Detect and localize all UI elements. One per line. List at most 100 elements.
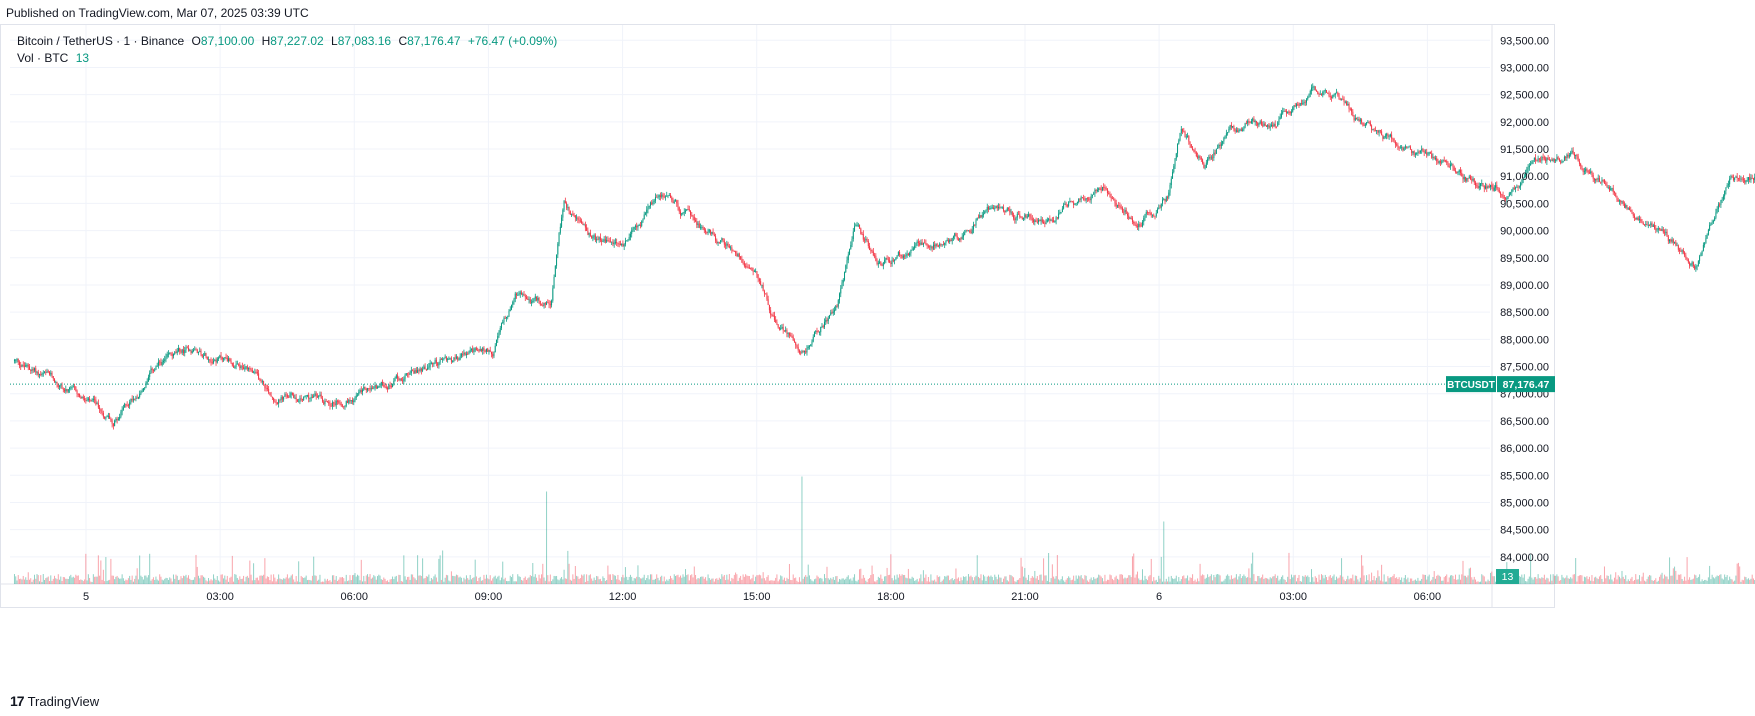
volume-bar bbox=[1520, 576, 1522, 584]
candle-body bbox=[511, 304, 513, 310]
volume-bar bbox=[614, 575, 616, 584]
volume-bar bbox=[881, 578, 883, 584]
candle-body bbox=[137, 397, 139, 399]
candle-body bbox=[495, 339, 497, 346]
candle-body bbox=[708, 229, 710, 232]
candle-body bbox=[561, 217, 563, 227]
candle-body bbox=[303, 396, 305, 400]
volume-bar bbox=[1155, 579, 1157, 584]
candle-body bbox=[989, 208, 991, 210]
candle-body bbox=[1588, 172, 1590, 174]
volume-bar bbox=[675, 575, 677, 584]
candle-body bbox=[1245, 123, 1247, 124]
volume-bar bbox=[1278, 580, 1280, 584]
candle-body bbox=[1333, 94, 1335, 96]
candle-body bbox=[1575, 154, 1577, 156]
candle-body bbox=[1272, 124, 1274, 127]
volume-bar bbox=[1326, 577, 1328, 584]
volume-bar bbox=[81, 579, 83, 584]
volume-bar bbox=[281, 579, 283, 584]
volume-bar bbox=[52, 578, 54, 584]
volume-bar bbox=[414, 578, 416, 584]
candle-body bbox=[1279, 117, 1281, 120]
candle-body bbox=[260, 379, 262, 382]
candle-body bbox=[1597, 178, 1599, 180]
volume-bar bbox=[124, 580, 126, 584]
candle-body bbox=[1714, 217, 1716, 221]
candle-body bbox=[553, 276, 555, 289]
volume-bar bbox=[1431, 579, 1433, 584]
candle-body bbox=[627, 239, 629, 241]
candle-body bbox=[1322, 92, 1324, 96]
volume-bar bbox=[1079, 576, 1081, 584]
candle-body bbox=[343, 406, 345, 408]
volume-bar bbox=[1613, 577, 1615, 584]
volume-bar bbox=[338, 579, 340, 584]
candle-body bbox=[576, 217, 578, 219]
candle-body bbox=[61, 385, 63, 389]
volume-bar bbox=[502, 561, 504, 584]
volume-bar bbox=[951, 578, 953, 584]
candle-body bbox=[1394, 141, 1396, 145]
volume-bar bbox=[939, 576, 941, 584]
candle-body bbox=[1311, 87, 1313, 91]
candle-body bbox=[189, 350, 191, 352]
volume-bar bbox=[318, 579, 320, 584]
volume-bar bbox=[1689, 577, 1691, 584]
volume-bar bbox=[395, 575, 397, 584]
volume-bar bbox=[1150, 558, 1152, 584]
candle-body bbox=[1115, 203, 1117, 207]
volume-bar bbox=[279, 578, 281, 584]
volume-bar bbox=[261, 575, 263, 584]
volume-bar bbox=[146, 577, 148, 584]
volume-bar bbox=[1253, 574, 1255, 584]
volume-bar bbox=[1139, 580, 1141, 584]
volume-bar bbox=[576, 575, 578, 584]
volume-bar bbox=[1573, 574, 1575, 584]
candle-body bbox=[1448, 166, 1450, 167]
candle-body bbox=[607, 239, 609, 241]
candle-body bbox=[594, 235, 596, 241]
candle-body bbox=[1516, 186, 1518, 188]
candle-body bbox=[1143, 218, 1145, 222]
volume-bar bbox=[160, 576, 162, 584]
candle-body bbox=[797, 347, 799, 351]
volume-bar bbox=[602, 576, 604, 584]
volume-bar bbox=[380, 579, 382, 584]
candle-body bbox=[1710, 223, 1712, 226]
candle-body bbox=[912, 248, 914, 250]
candle-body bbox=[654, 196, 656, 201]
candle-body bbox=[1709, 225, 1711, 230]
volume-bar bbox=[1124, 577, 1126, 584]
volume-bar bbox=[1168, 576, 1170, 584]
volume-bar bbox=[324, 578, 326, 584]
candle-body bbox=[274, 401, 276, 403]
candle-body bbox=[355, 395, 357, 398]
volume-bar bbox=[929, 581, 931, 584]
volume-bar bbox=[852, 577, 854, 584]
volume-bar bbox=[231, 555, 233, 584]
candle-body bbox=[1722, 196, 1724, 200]
candle-body bbox=[1650, 223, 1652, 226]
volume-bar bbox=[1583, 576, 1585, 584]
volume-bar bbox=[1459, 579, 1461, 584]
candle-body bbox=[947, 239, 949, 242]
candle-body bbox=[309, 397, 311, 399]
candle-body bbox=[628, 237, 630, 240]
volume-bar bbox=[1409, 578, 1411, 584]
volume-bar bbox=[1270, 578, 1272, 584]
volume-bar bbox=[1493, 576, 1495, 584]
candle-body bbox=[1741, 178, 1743, 180]
volume-bar bbox=[1665, 576, 1667, 584]
volume-bar bbox=[1362, 565, 1364, 584]
volume-bar bbox=[561, 577, 563, 584]
candle-body bbox=[301, 398, 303, 400]
candle-body bbox=[1289, 111, 1291, 114]
volume-bar bbox=[1035, 578, 1037, 584]
candle-body bbox=[415, 370, 417, 373]
volume-bar bbox=[697, 577, 699, 584]
volume-bar bbox=[1045, 575, 1047, 584]
candle-body bbox=[384, 386, 386, 388]
volume-bar bbox=[907, 568, 909, 584]
